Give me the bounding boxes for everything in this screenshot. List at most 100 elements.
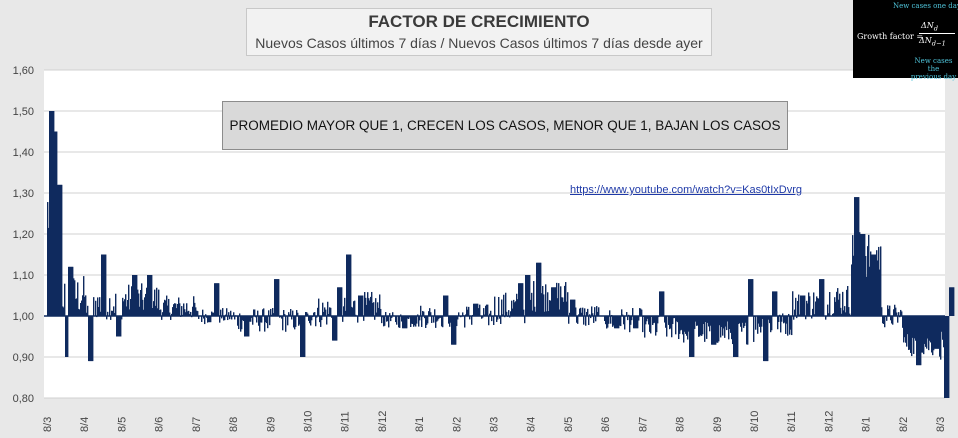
bar: [565, 282, 567, 316]
bar: [93, 297, 95, 316]
bar: [252, 316, 254, 325]
bar: [809, 296, 811, 316]
bar: [752, 279, 754, 316]
bar: [762, 316, 764, 319]
bar: [253, 309, 255, 316]
bar: [126, 306, 128, 316]
bar: [138, 293, 140, 316]
bar: [790, 316, 792, 330]
bar: [82, 295, 84, 316]
bar: [758, 316, 760, 324]
bar: [174, 303, 176, 316]
bar: [273, 313, 275, 316]
bar: [278, 279, 280, 316]
bar: [92, 316, 94, 362]
bar: [468, 306, 470, 316]
bar: [832, 313, 834, 316]
bar: [229, 316, 231, 320]
bar: [853, 255, 855, 316]
youtube-link[interactable]: https://www.youtube.com/watch?v=Kas0tIxD…: [570, 184, 803, 196]
bar: [561, 297, 563, 316]
bar: [595, 316, 597, 322]
bar: [665, 316, 667, 328]
bar: [916, 316, 918, 366]
bar: [526, 275, 528, 316]
bar: [590, 316, 592, 319]
x-tick-label: 8/8: [675, 417, 687, 432]
bar: [732, 316, 734, 345]
bar: [362, 295, 364, 316]
bar: [757, 316, 759, 334]
bar: [513, 299, 515, 316]
bar: [177, 303, 179, 316]
bar: [563, 301, 565, 316]
bar: [193, 296, 195, 316]
bar: [847, 286, 849, 316]
bar: [852, 235, 854, 316]
bar: [748, 279, 750, 316]
bar: [311, 316, 313, 321]
bar: [241, 316, 243, 330]
bar: [135, 275, 137, 316]
bar: [375, 298, 377, 316]
bar: [254, 309, 256, 316]
bar: [112, 310, 114, 316]
x-tick-label: 8/6: [600, 417, 612, 432]
bar: [840, 307, 842, 316]
bar: [532, 310, 534, 316]
bar: [896, 312, 898, 316]
bar: [913, 316, 915, 354]
bar: [183, 303, 185, 316]
bar: [525, 275, 527, 316]
bar: [373, 302, 375, 316]
bar: [606, 316, 608, 329]
bar: [624, 316, 626, 330]
bar: [70, 266, 72, 316]
bar: [352, 307, 354, 316]
bar: [938, 316, 940, 349]
bar: [655, 316, 657, 336]
bar: [302, 316, 304, 357]
bar: [588, 316, 590, 326]
bar: [698, 316, 700, 337]
bar: [81, 300, 83, 316]
bar: [848, 307, 850, 316]
bar: [73, 278, 75, 316]
bar: [953, 287, 955, 316]
bar: [465, 314, 467, 316]
bar: [745, 316, 747, 323]
bar: [162, 312, 164, 316]
bar: [629, 316, 631, 333]
y-tick-label: 1,40: [13, 147, 34, 159]
bar: [702, 316, 704, 335]
bar: [270, 308, 272, 316]
chart-title: FACTOR DE CRECIMIENTO: [368, 12, 590, 31]
bar: [419, 316, 421, 321]
bar: [366, 304, 368, 316]
bar: [666, 316, 668, 337]
bar: [886, 316, 888, 321]
bar: [194, 302, 196, 316]
bar: [295, 316, 297, 327]
bar: [903, 316, 905, 343]
bar: [411, 316, 413, 324]
bar: [466, 306, 468, 316]
bar: [275, 279, 277, 316]
bar: [529, 275, 531, 316]
bar: [226, 308, 228, 316]
bar: [843, 310, 845, 316]
bar: [778, 316, 780, 322]
bar: [644, 316, 646, 338]
bar: [103, 254, 105, 316]
bar: [514, 302, 516, 316]
bar: [396, 316, 398, 325]
bar: [172, 307, 174, 316]
bar: [350, 254, 352, 316]
bar: [453, 316, 455, 345]
bar: [369, 300, 371, 316]
bar: [491, 316, 493, 322]
bar: [564, 285, 566, 316]
bar: [685, 316, 687, 334]
bar: [494, 296, 496, 316]
